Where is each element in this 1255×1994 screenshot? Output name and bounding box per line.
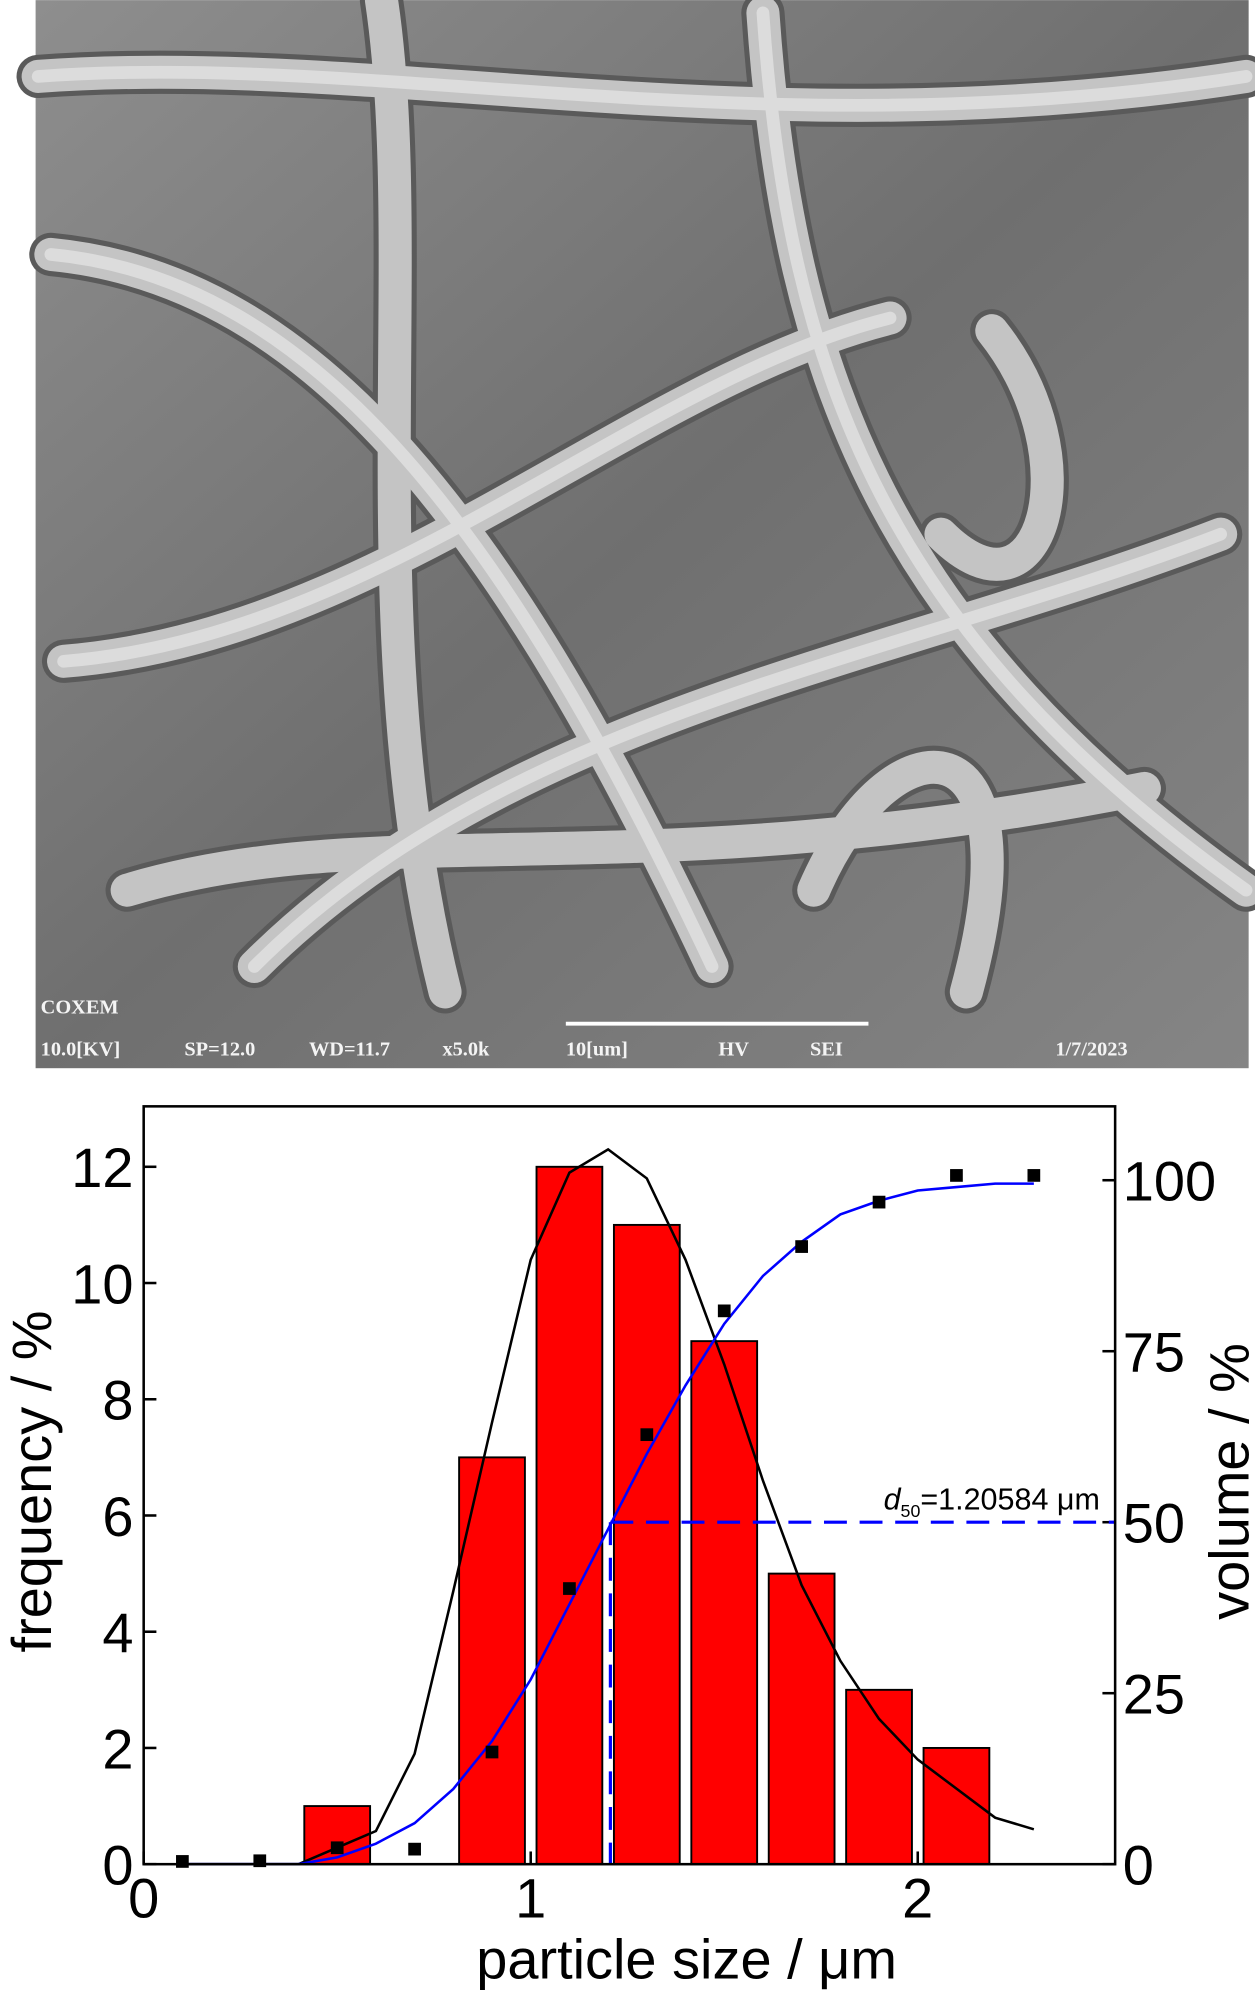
y-tick-label: 12	[71, 1136, 133, 1199]
point	[176, 1855, 189, 1868]
bar	[690, 1340, 759, 1866]
y2-tick-label: 50	[1123, 1492, 1185, 1555]
point	[485, 1745, 499, 1759]
x-tick-label: 2	[902, 1867, 933, 1930]
y2-tick-label: 75	[1123, 1321, 1185, 1384]
chart: particle size / μm frequency / % volume …	[0, 1105, 1255, 1991]
bar	[535, 1165, 604, 1866]
d50-symbol: d	[884, 1482, 902, 1516]
y-tick-label: 8	[102, 1369, 133, 1432]
y2-tick-label: 100	[1123, 1150, 1216, 1213]
point	[872, 1195, 886, 1209]
sem-label: SP=12.0	[184, 1038, 255, 1060]
sem-image: COXEM 10.0[KV] SP=12.0 WD=11.7 x5.0k 10[…	[16, 0, 1255, 1069]
point	[563, 1582, 576, 1595]
curve	[182, 1182, 1034, 1866]
bar	[612, 1223, 681, 1866]
y-tick-label: 6	[102, 1485, 133, 1548]
d50-text: =1.20584 μm	[920, 1482, 1100, 1516]
y-tick-label: 10	[71, 1252, 133, 1315]
x-axis-title: particle size / μm	[476, 1928, 897, 1991]
sem-label: HV	[718, 1038, 749, 1060]
bar	[303, 1805, 372, 1866]
y-tick-label: 2	[102, 1717, 133, 1780]
sem-label: x5.0k	[442, 1038, 490, 1060]
y-tick-label: 4	[102, 1601, 133, 1664]
sem-background	[35, 0, 1249, 1069]
y2-tick-label: 25	[1123, 1663, 1185, 1726]
sem-label: 10[um]	[566, 1038, 628, 1060]
sem-label: WD=11.7	[309, 1038, 390, 1060]
bar	[458, 1456, 526, 1866]
d50-label: d50=1.20584 μm	[884, 1482, 1100, 1521]
y2-axis-title: volume / %	[1198, 1343, 1255, 1620]
point	[1027, 1169, 1041, 1182]
point	[408, 1842, 421, 1856]
sem-label: SEI	[810, 1038, 843, 1060]
bar	[845, 1688, 913, 1866]
y-axis-title: frequency / %	[0, 1310, 63, 1652]
x-tick-label: 1	[515, 1867, 546, 1930]
sem-label: 10.0[KV]	[41, 1038, 121, 1060]
point	[950, 1169, 963, 1182]
sem-label: 1/7/2023	[1055, 1038, 1127, 1060]
x-tick-label: 0	[128, 1867, 159, 1930]
fibers	[16, 0, 1255, 1014]
y-tick-label: 0	[102, 1834, 133, 1897]
point	[330, 1841, 344, 1855]
plot-frame	[142, 1105, 1117, 1866]
point	[640, 1428, 654, 1442]
d50-subscript: 50	[901, 1501, 921, 1521]
y2-tick-label: 0	[1123, 1834, 1154, 1897]
point	[795, 1240, 808, 1253]
bar	[767, 1572, 836, 1866]
point	[717, 1304, 731, 1318]
sem-label: COXEM	[41, 997, 119, 1019]
curve	[182, 1147, 1035, 1866]
